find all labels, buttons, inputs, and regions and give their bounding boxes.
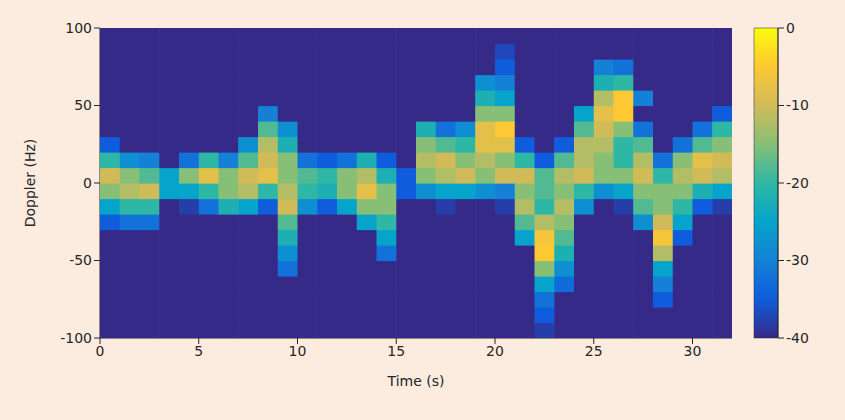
svg-text:-30: -30 <box>786 252 809 268</box>
svg-text:20: 20 <box>486 343 504 359</box>
svg-text:Time (s): Time (s) <box>387 373 445 389</box>
svg-text:5: 5 <box>194 343 203 359</box>
svg-text:100: 100 <box>65 20 92 36</box>
svg-text:-20: -20 <box>786 175 809 191</box>
svg-text:0: 0 <box>786 20 795 36</box>
svg-text:Doppler (Hz): Doppler (Hz) <box>22 139 38 228</box>
svg-text:-40: -40 <box>786 330 809 346</box>
svg-text:15: 15 <box>387 343 405 359</box>
svg-text:-50: -50 <box>69 252 92 268</box>
svg-text:25: 25 <box>585 343 603 359</box>
svg-text:30: 30 <box>684 343 702 359</box>
svg-text:10: 10 <box>289 343 307 359</box>
svg-text:50: 50 <box>74 97 92 113</box>
svg-text:0: 0 <box>96 343 105 359</box>
svg-text:0: 0 <box>83 175 92 191</box>
svg-text:-100: -100 <box>60 330 92 346</box>
svg-text:-10: -10 <box>786 97 809 113</box>
